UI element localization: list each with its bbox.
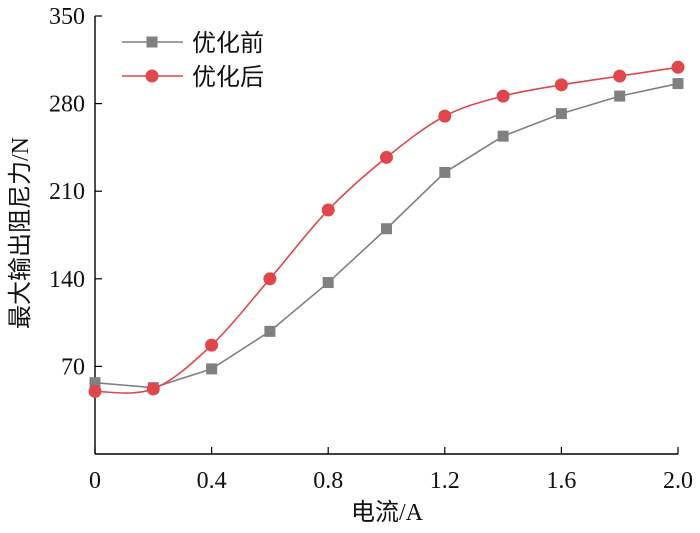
data-point — [264, 325, 276, 337]
data-point — [555, 108, 567, 120]
legend-item: 优化后 — [122, 64, 264, 91]
data-point — [321, 203, 335, 217]
data-point — [146, 382, 160, 396]
data-point — [205, 338, 219, 352]
x-tick-label: 0.8 — [313, 468, 343, 494]
data-point — [89, 377, 101, 389]
data-point — [322, 277, 334, 289]
data-point — [672, 78, 684, 90]
y-tick-label: 350 — [49, 4, 85, 30]
ticks: 70 140 210 280 350 0 0.4 0.8 1.2 1.6 2.0 — [49, 4, 693, 494]
data-point — [88, 384, 102, 398]
data-point — [671, 60, 685, 74]
legend-label: 优化后 — [192, 64, 264, 91]
y-tick-label: 210 — [49, 179, 85, 205]
y-tick-label: 140 — [49, 267, 85, 293]
legend-marker — [145, 69, 159, 83]
data-point — [554, 78, 568, 92]
series-2 — [88, 60, 685, 398]
data-point — [438, 109, 452, 123]
data-point — [263, 272, 277, 286]
x-tick-label: 1.6 — [546, 468, 576, 494]
data-point — [496, 89, 510, 103]
legend-marker — [146, 36, 158, 48]
data-point — [439, 166, 451, 178]
axes — [94, 16, 678, 455]
series-1 — [89, 78, 684, 394]
data-point — [613, 69, 627, 83]
series-line — [94, 66, 679, 394]
x-tick-label: 0 — [89, 468, 101, 494]
x-tick-label: 0.4 — [197, 468, 227, 494]
data-point — [614, 90, 626, 102]
y-axis-title: 最大输出阻尼力/N — [7, 137, 34, 329]
y-tick-label: 280 — [49, 92, 85, 118]
series-line — [94, 82, 679, 389]
x-tick-label: 2.0 — [663, 468, 693, 494]
data-point — [206, 363, 218, 375]
x-tick-label: 1.2 — [430, 468, 460, 494]
data-point — [497, 130, 509, 142]
data-point — [381, 223, 392, 235]
legend-item: 优化前 — [122, 30, 264, 57]
legend-label: 优化前 — [192, 30, 264, 57]
data-point — [380, 150, 393, 164]
x-axis-title: 电流/A — [351, 499, 424, 526]
y-tick-label: 70 — [61, 354, 85, 380]
series-layer — [88, 60, 685, 398]
